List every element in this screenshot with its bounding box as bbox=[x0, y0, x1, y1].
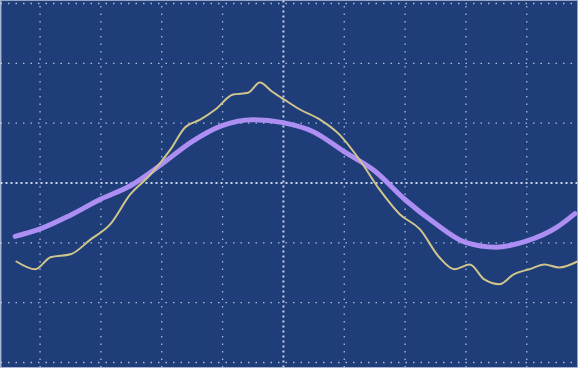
y-tick bbox=[1, 302, 578, 303]
y-axis bbox=[1, 1, 578, 368]
trace-0 bbox=[15, 120, 575, 247]
x-tick bbox=[344, 0, 345, 368]
y-tick bbox=[1, 3, 578, 4]
x-grid-line bbox=[282, 0, 284, 368]
traces bbox=[15, 83, 577, 285]
y-grid-line bbox=[1, 3, 578, 4]
x-tick bbox=[283, 0, 284, 368]
scope-screen bbox=[0, 0, 578, 368]
x-tick bbox=[40, 0, 41, 368]
plot-frame bbox=[1, 1, 578, 368]
x-axis bbox=[1, 0, 578, 368]
trace-1 bbox=[16, 83, 577, 285]
y-grid-line bbox=[1, 182, 578, 184]
y-tick bbox=[1, 362, 578, 363]
x-grid-line bbox=[344, 0, 345, 368]
y-grid-line bbox=[1, 362, 578, 363]
x-tick bbox=[405, 0, 406, 368]
y-tick bbox=[1, 183, 578, 184]
background bbox=[0, 0, 578, 368]
y-grid-line bbox=[1, 302, 578, 303]
y-tick bbox=[1, 63, 578, 64]
y-grid-line bbox=[1, 63, 578, 64]
